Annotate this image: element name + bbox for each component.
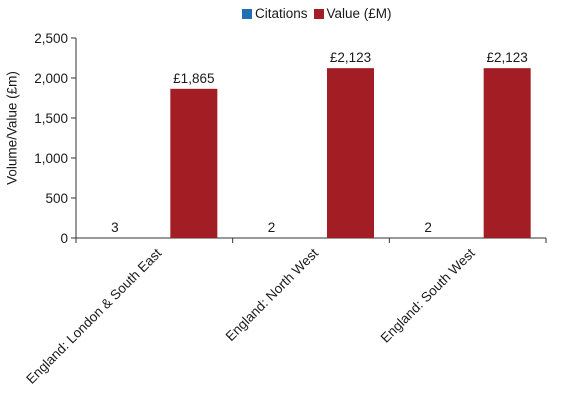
legend-label-citations: Citations — [255, 6, 308, 21]
bar-value — [170, 88, 218, 238]
chart-legend: Citations Value (£M) — [242, 6, 398, 21]
data-label-citations: 2 — [424, 220, 432, 235]
bar-value — [483, 68, 531, 238]
legend-item-citations: Citations — [242, 6, 308, 21]
y-tick-label: 2,000 — [34, 71, 68, 86]
y-tick-label: 1,500 — [34, 111, 68, 126]
data-label-citations: 2 — [268, 220, 276, 235]
bar-value — [327, 68, 374, 238]
data-label-value: £2,123 — [487, 50, 528, 65]
x-tick-label: England: South West — [378, 245, 478, 345]
legend-label-value: Value (£M) — [326, 6, 392, 21]
legend-swatch-value — [313, 8, 324, 19]
data-label-citations: 3 — [111, 220, 119, 235]
x-tick-label: England: North West — [223, 245, 322, 344]
y-tick-label: 2,500 — [34, 31, 68, 46]
legend-item-value: Value (£M) — [313, 6, 392, 21]
y-tick-label: 0 — [60, 231, 68, 246]
legend-swatch-citations — [242, 8, 252, 19]
x-tick-label: England: London & South East — [23, 245, 164, 386]
y-tick-label: 500 — [45, 191, 68, 206]
y-tick-label: 1,000 — [34, 151, 68, 166]
data-label-value: £2,123 — [330, 50, 371, 65]
data-label-value: £1,865 — [173, 71, 214, 86]
